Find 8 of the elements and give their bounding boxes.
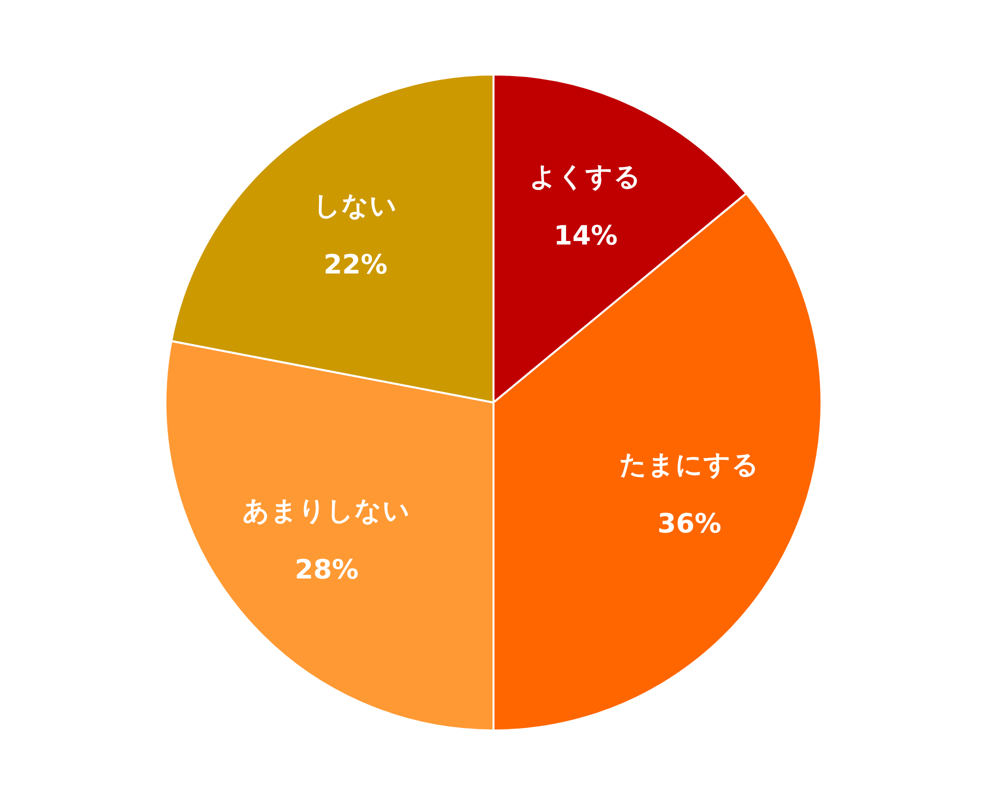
slice-label: よくする bbox=[530, 162, 642, 193]
data-label: 14% bbox=[554, 220, 618, 252]
slice-label: たまにする bbox=[619, 450, 760, 481]
slice-label: あまりしない bbox=[242, 495, 411, 526]
data-label: 36% bbox=[657, 508, 722, 540]
data-label: 28% bbox=[294, 554, 359, 586]
slice-label: しない bbox=[314, 190, 398, 222]
data-label: 22% bbox=[324, 250, 388, 281]
